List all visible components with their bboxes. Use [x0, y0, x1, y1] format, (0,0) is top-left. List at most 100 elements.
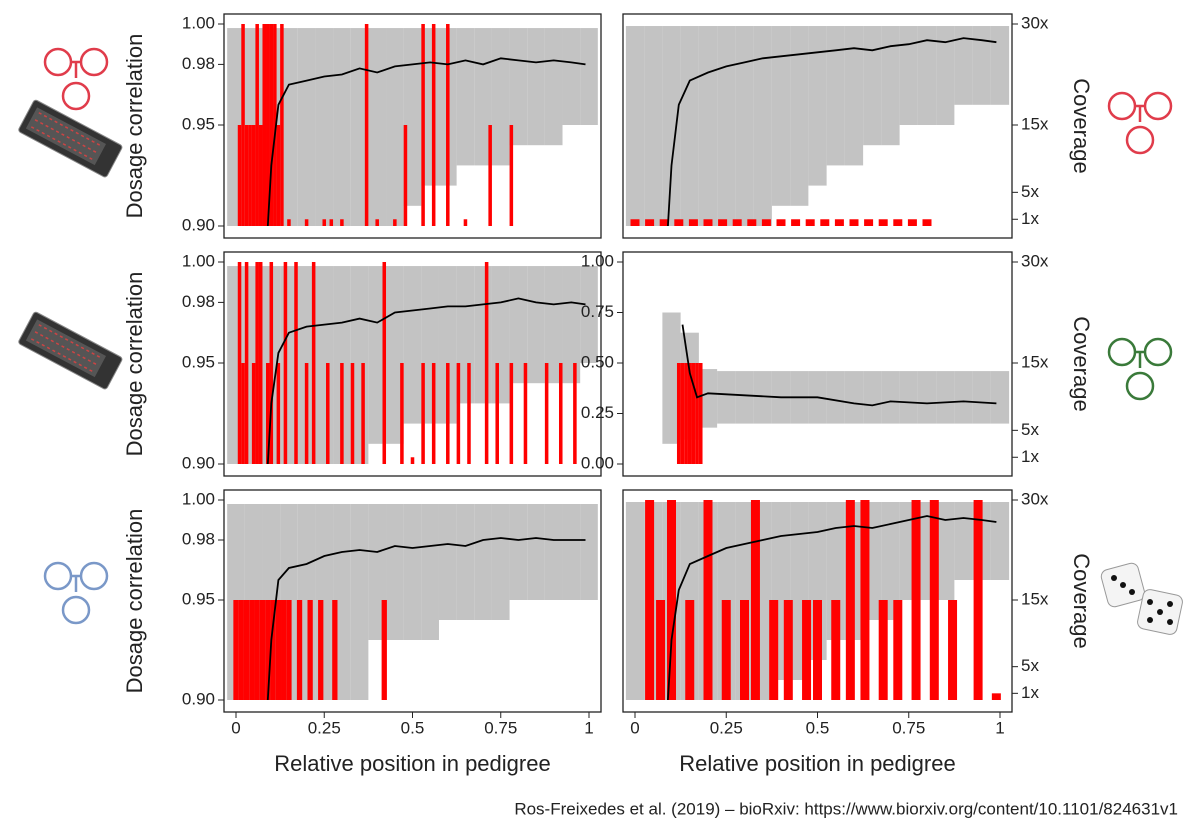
coverage-bar — [248, 125, 252, 226]
coverage-bar — [431, 24, 436, 226]
point-cloud — [899, 371, 918, 424]
x-tick-label: 1 — [584, 718, 593, 737]
x-axis-label: Relative position in pedigree — [274, 751, 550, 776]
plot-area — [625, 500, 1010, 701]
coverage-bar — [258, 125, 263, 226]
y2-axis-label: Coverage — [1069, 553, 1094, 648]
point-cloud — [735, 371, 754, 424]
y2-tick-label: 30x — [1021, 489, 1049, 508]
point-cloud — [954, 502, 973, 580]
coverage-bar — [674, 219, 684, 226]
coverage-bar — [255, 24, 259, 226]
point-cloud — [844, 26, 864, 166]
point-cloud — [990, 502, 1010, 580]
coverage-bar — [254, 600, 260, 700]
coverage-bar — [747, 219, 757, 226]
point-cloud — [753, 26, 772, 226]
x-tick-label: 0.75 — [484, 718, 517, 737]
y-tick-label: 0.98 — [182, 292, 215, 311]
coverage-bar — [381, 600, 387, 700]
y-tick-label: 1.00 — [182, 489, 215, 508]
coverage-bar — [684, 363, 688, 464]
mean-line — [266, 537, 586, 701]
coverage-bar — [991, 693, 1001, 700]
plot-area — [662, 312, 1010, 464]
coverage-bar — [659, 219, 669, 226]
pedigree-icon-red — [1107, 91, 1173, 155]
point-cloud — [698, 26, 718, 226]
point-cloud — [826, 502, 845, 640]
y2-tick-label: 15x — [1021, 352, 1049, 371]
chip-icon — [18, 99, 123, 178]
point-cloud — [527, 266, 545, 384]
plot-area — [625, 26, 1010, 227]
coverage-bar — [630, 219, 640, 226]
coverage-bar — [249, 600, 255, 700]
coverage-bar — [259, 600, 266, 700]
point-cloud — [509, 266, 528, 384]
point-cloud — [474, 504, 492, 620]
mean-line — [667, 515, 997, 701]
coverage-bar — [680, 363, 685, 464]
point-cloud — [438, 266, 457, 424]
point-cloud — [438, 504, 457, 620]
coverage-bar — [922, 219, 932, 226]
coverage-bar — [340, 363, 344, 464]
coverage-bar — [322, 219, 327, 226]
point-cloud — [917, 26, 937, 125]
coverage-bar — [509, 125, 514, 226]
point-cloud — [698, 369, 718, 428]
point-cloud — [386, 266, 404, 444]
y-tick-label: 0.95 — [182, 114, 215, 133]
y-tick-label: 1.00 — [182, 13, 215, 32]
point-cloud — [386, 28, 404, 227]
coverage-bar — [382, 262, 387, 464]
mean-line — [266, 297, 586, 465]
coverage-bar — [761, 219, 771, 226]
coverage-bar — [237, 125, 242, 226]
y2-tick-label: 1x — [1021, 209, 1039, 228]
coverage-bar — [688, 219, 698, 226]
coverage-bar — [329, 219, 334, 226]
point-cloud — [936, 371, 955, 424]
coverage-bar — [687, 363, 692, 464]
y-tick-label: 1.00 — [581, 251, 614, 270]
point-cloud — [990, 26, 1010, 105]
coverage-bar — [266, 363, 270, 464]
point-cloud — [562, 28, 581, 125]
point-cloud — [644, 26, 663, 226]
coverage-bar — [703, 500, 713, 700]
coverage-bar — [820, 219, 830, 226]
coverage-bar — [463, 219, 468, 226]
coverage-bar — [776, 219, 786, 226]
coverage-bar — [488, 125, 492, 226]
point-cloud — [333, 28, 351, 227]
point-cloud — [403, 28, 422, 206]
coverage-bar — [523, 363, 528, 464]
point-cloud — [315, 266, 334, 464]
point-cloud — [368, 266, 387, 444]
panel-frame — [223, 251, 602, 477]
coverage-bar — [243, 600, 250, 700]
coverage-bar — [237, 262, 242, 464]
y-tick-label: 0.98 — [182, 529, 215, 548]
x-tick-label: 1 — [995, 718, 1004, 737]
coverage-bar — [849, 219, 859, 226]
coverage-bar — [911, 500, 921, 700]
pedigree-icon-blue — [43, 561, 109, 625]
coverage-bar — [241, 363, 245, 464]
coverage-bar — [893, 600, 903, 700]
coverage-bar — [340, 219, 344, 226]
coverage-bar — [656, 600, 666, 700]
y-tick-label: 0.90 — [182, 689, 215, 708]
panel: 0.00 0.25 0.50 0.75 1.00 1x 5x 15x 30x Coverage — [581, 251, 1094, 477]
coverage-bar — [318, 600, 324, 700]
point-cloud — [790, 26, 809, 206]
coverage-bar — [750, 500, 760, 700]
y-tick-label: 0.90 — [182, 215, 215, 234]
point-cloud — [527, 28, 545, 146]
point-cloud — [421, 504, 439, 640]
y-tick-label: 0.25 — [581, 403, 614, 422]
coverage-bar — [244, 262, 249, 464]
